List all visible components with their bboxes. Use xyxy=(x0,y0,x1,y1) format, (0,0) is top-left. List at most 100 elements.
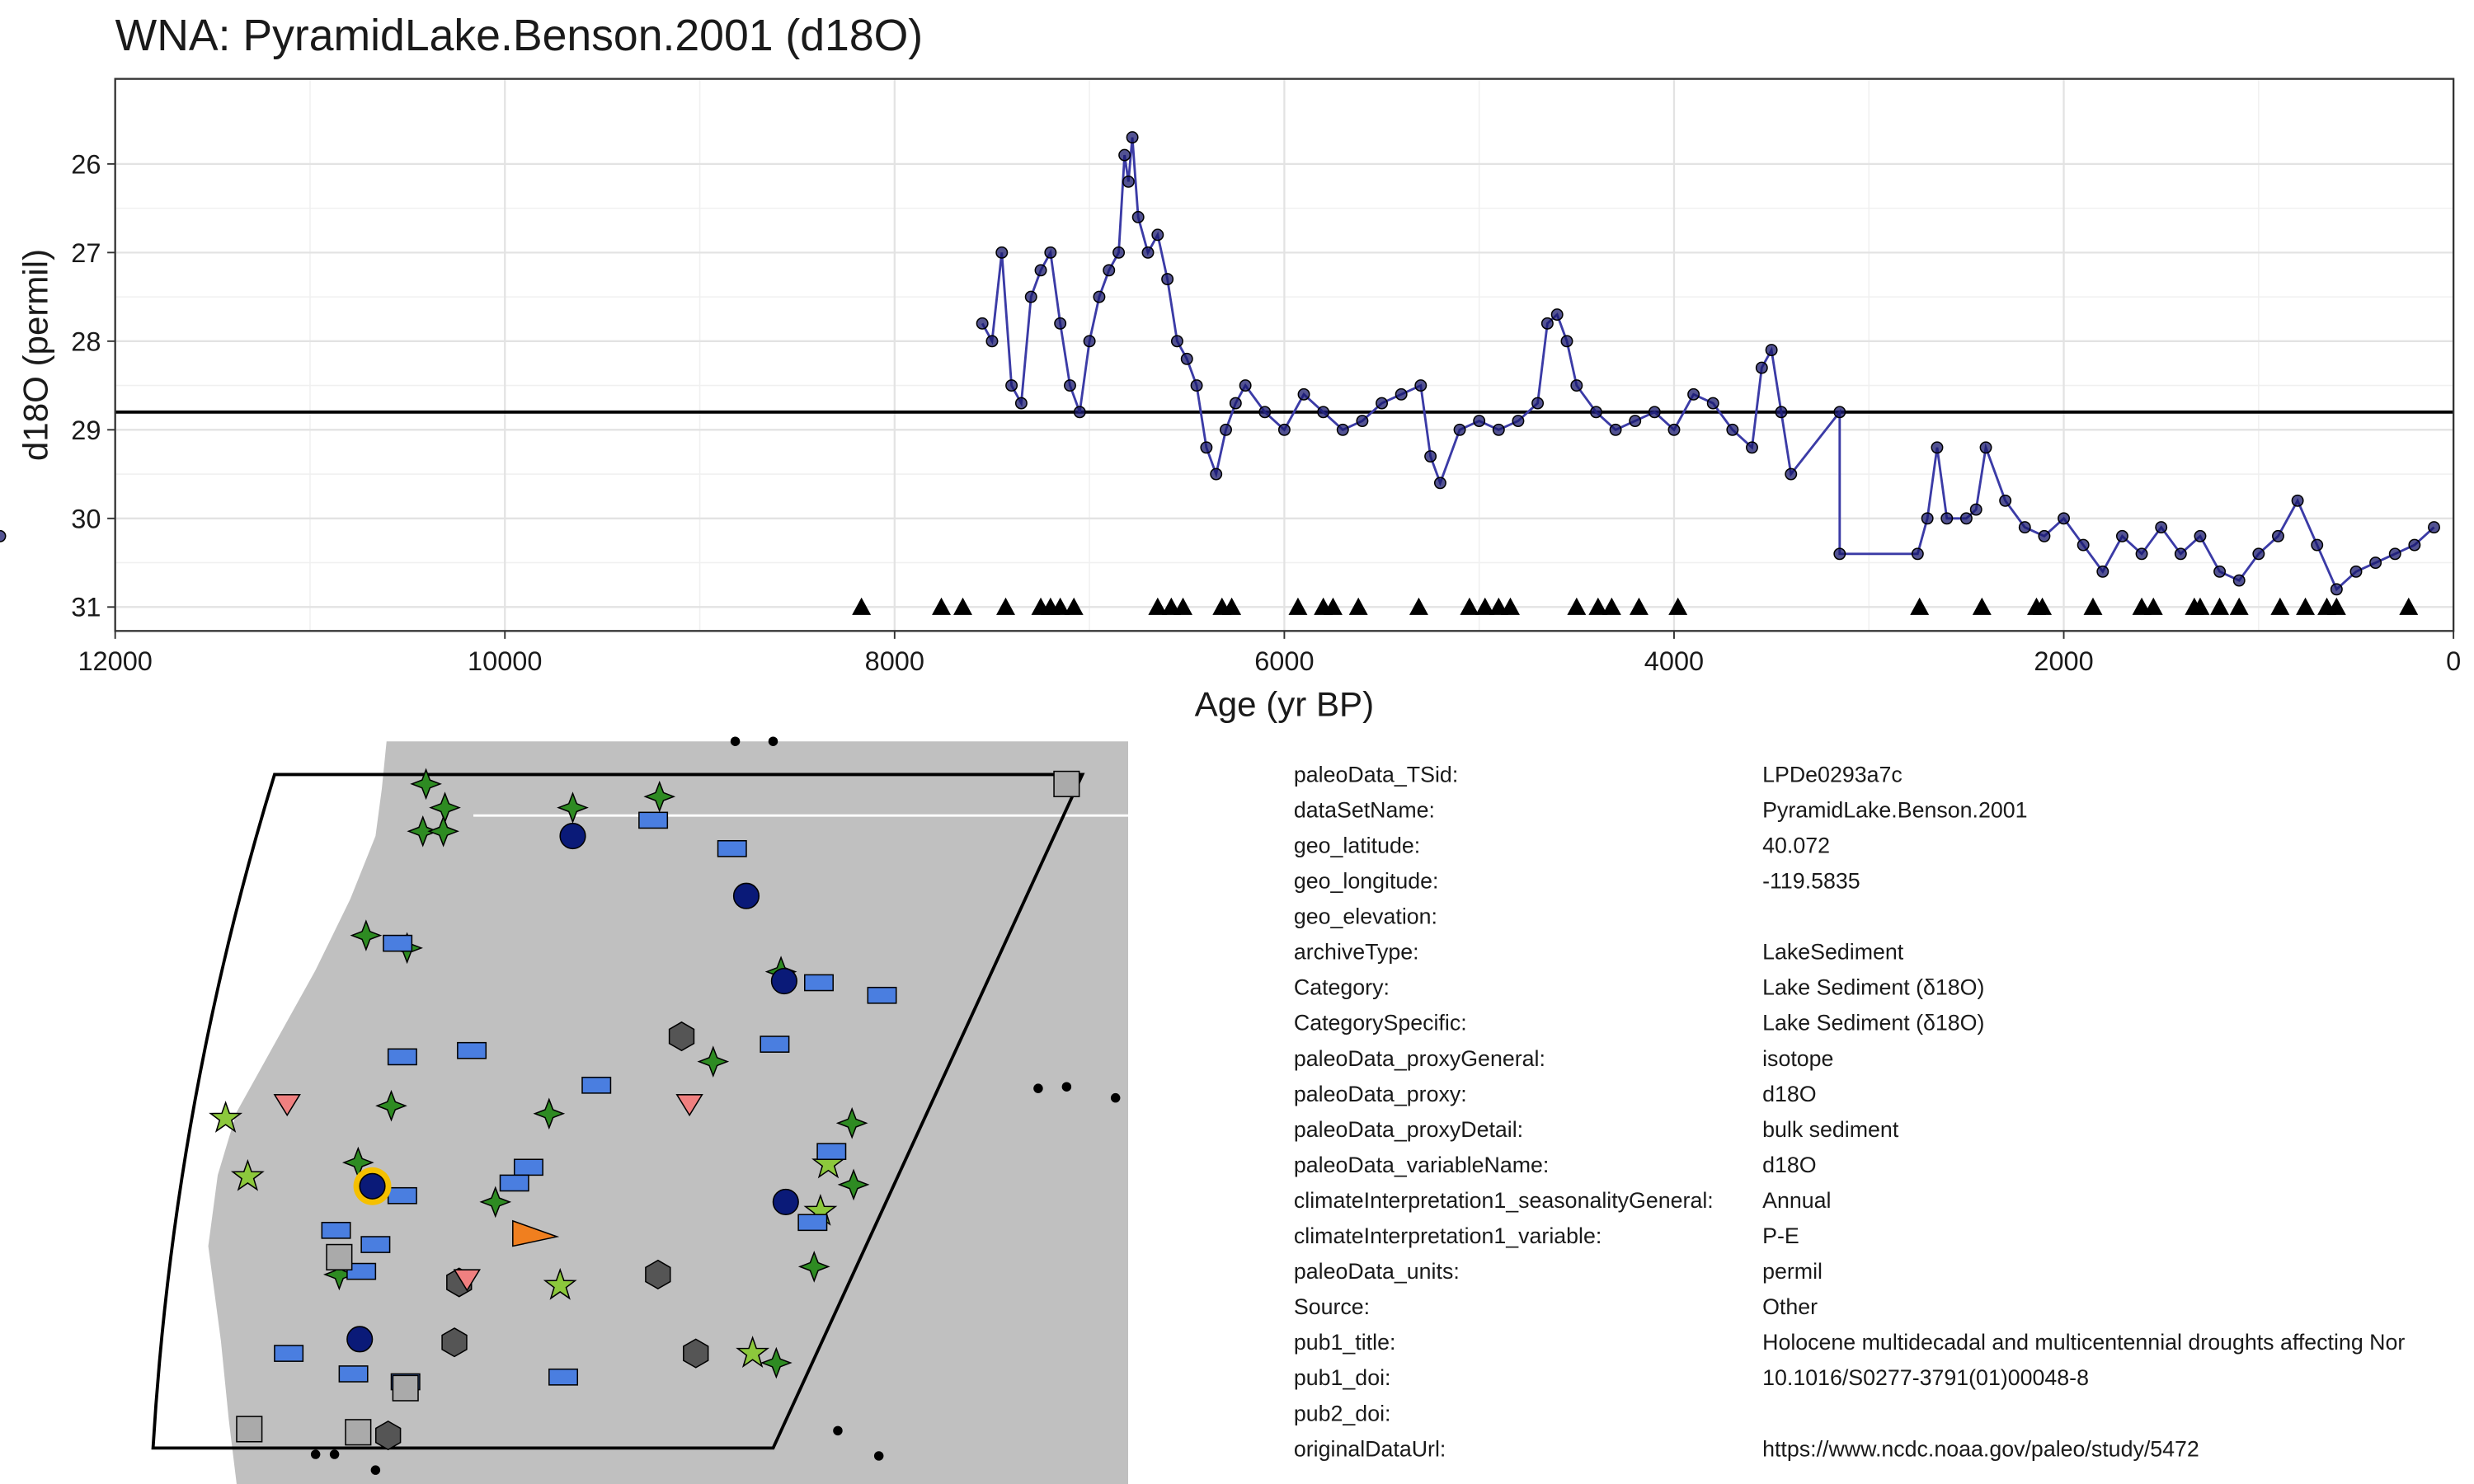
data-point xyxy=(995,246,1009,259)
data-point xyxy=(2408,538,2421,552)
metadata-key: climateInterpretation1_variable: xyxy=(1294,1223,1602,1248)
y-tick-label: 28 xyxy=(71,326,101,356)
metadata-value: LPDe0293a7c xyxy=(1762,762,1903,787)
control-point xyxy=(2210,597,2230,615)
control-point xyxy=(1174,597,1193,615)
y-tick-label: 29 xyxy=(71,416,101,445)
control-point xyxy=(1602,597,1621,615)
metadata-key: geo_latitude: xyxy=(1294,834,1420,858)
control-point xyxy=(1501,597,1520,615)
metadata-key: Category: xyxy=(1294,975,1390,1000)
map-markers xyxy=(209,736,1121,1475)
map-extent xyxy=(151,773,1085,1450)
control-point xyxy=(1588,597,1608,615)
data-point xyxy=(2291,494,2304,507)
data-point xyxy=(2058,512,2071,525)
metadata-value: d18O xyxy=(1762,1153,1816,1177)
data-point xyxy=(1540,317,1554,330)
metadata-value: permil xyxy=(1762,1259,1823,1284)
data-point xyxy=(2155,521,2168,534)
data-point xyxy=(1356,415,1369,428)
data-point xyxy=(2272,529,2284,542)
data-point xyxy=(1765,344,1778,357)
x-axis-title: Age (yr BP) xyxy=(1195,685,1374,724)
data-point xyxy=(1054,317,1067,330)
metadata-value: d18O xyxy=(1762,1082,1816,1106)
control-point xyxy=(1348,597,1368,615)
y-tick-label: 31 xyxy=(71,593,101,622)
data-point xyxy=(1073,406,1086,419)
metadata-key: Source: xyxy=(1294,1294,1370,1319)
x-tick-label: 2000 xyxy=(2034,646,2093,676)
data-point xyxy=(1746,441,1758,454)
data-point xyxy=(1151,228,1164,242)
data-point xyxy=(2194,529,2207,542)
metadata-value: P-E xyxy=(1762,1223,1799,1248)
selected-site xyxy=(359,1172,386,1200)
metadata-value: isotope xyxy=(1762,1046,1833,1071)
metadata-value: Lake Sediment (δ18O) xyxy=(1762,1011,1984,1036)
metadata-value: LakeSediment xyxy=(1762,940,1904,965)
metadata-key: dataSetName: xyxy=(1294,797,1435,822)
data-point xyxy=(2252,547,2265,561)
x-tick-label: 0 xyxy=(2446,646,2461,676)
data-point xyxy=(1833,406,1846,419)
control-point xyxy=(1629,597,1649,615)
control-point xyxy=(1148,597,1168,615)
data-point xyxy=(1093,290,1106,303)
data-point xyxy=(1424,450,1437,463)
metadata-key: paleoData_units: xyxy=(1294,1259,1460,1284)
data-point xyxy=(1667,423,1681,436)
data-point xyxy=(1959,512,1973,525)
data-point xyxy=(1492,423,1505,436)
control-point xyxy=(2270,597,2290,615)
data-point xyxy=(1473,415,1486,428)
metadata-key: archiveType: xyxy=(1294,940,1419,965)
data-point xyxy=(2115,529,2128,542)
x-tick-label: 10000 xyxy=(468,646,542,676)
control-point xyxy=(1972,597,1992,615)
data-point xyxy=(1190,379,1203,392)
data-point xyxy=(1969,503,1982,516)
data-point xyxy=(1414,379,1427,392)
control-point xyxy=(1910,597,1930,615)
data-point xyxy=(985,335,999,348)
data-point xyxy=(2038,529,2051,542)
map-land xyxy=(208,741,1128,1484)
data-point xyxy=(1833,547,1846,561)
control-point xyxy=(1222,597,1242,615)
control-point xyxy=(1323,597,1343,615)
plot xyxy=(0,78,2455,632)
control-point xyxy=(1460,597,1479,615)
data-point xyxy=(2018,521,2031,534)
metadata-key: CategorySpecific: xyxy=(1294,1011,1467,1036)
control-point xyxy=(852,597,872,615)
metadata-key: pub1_doi: xyxy=(1294,1365,1391,1390)
x-tick-label: 8000 xyxy=(865,646,924,676)
data-point xyxy=(1220,423,1232,436)
data-point xyxy=(2311,538,2324,552)
data-point xyxy=(2388,547,2401,561)
data-point xyxy=(2135,547,2148,561)
control-point xyxy=(2326,597,2346,615)
data-point xyxy=(1317,406,1330,419)
y-axis-title: d18O (permil) xyxy=(16,249,54,461)
data-point xyxy=(1940,512,1954,525)
data-point xyxy=(1931,441,1944,454)
data-point xyxy=(2232,574,2246,587)
control-point xyxy=(1409,597,1428,615)
metadata-value: PyramidLake.Benson.2001 xyxy=(1762,797,2027,822)
data-point xyxy=(2077,538,2090,552)
data-point xyxy=(976,317,989,330)
control-point xyxy=(2399,597,2419,615)
data-point xyxy=(1103,264,1116,277)
x-tick-label: 4000 xyxy=(1644,646,1704,676)
data-point xyxy=(1512,415,1525,428)
control-point xyxy=(1475,597,1495,615)
data-point xyxy=(1726,423,1739,436)
metadata-value: 40.072 xyxy=(1762,834,1830,858)
data-point xyxy=(1126,131,1139,144)
plot-border xyxy=(114,77,2455,632)
y-tick-label: 26 xyxy=(71,149,101,179)
